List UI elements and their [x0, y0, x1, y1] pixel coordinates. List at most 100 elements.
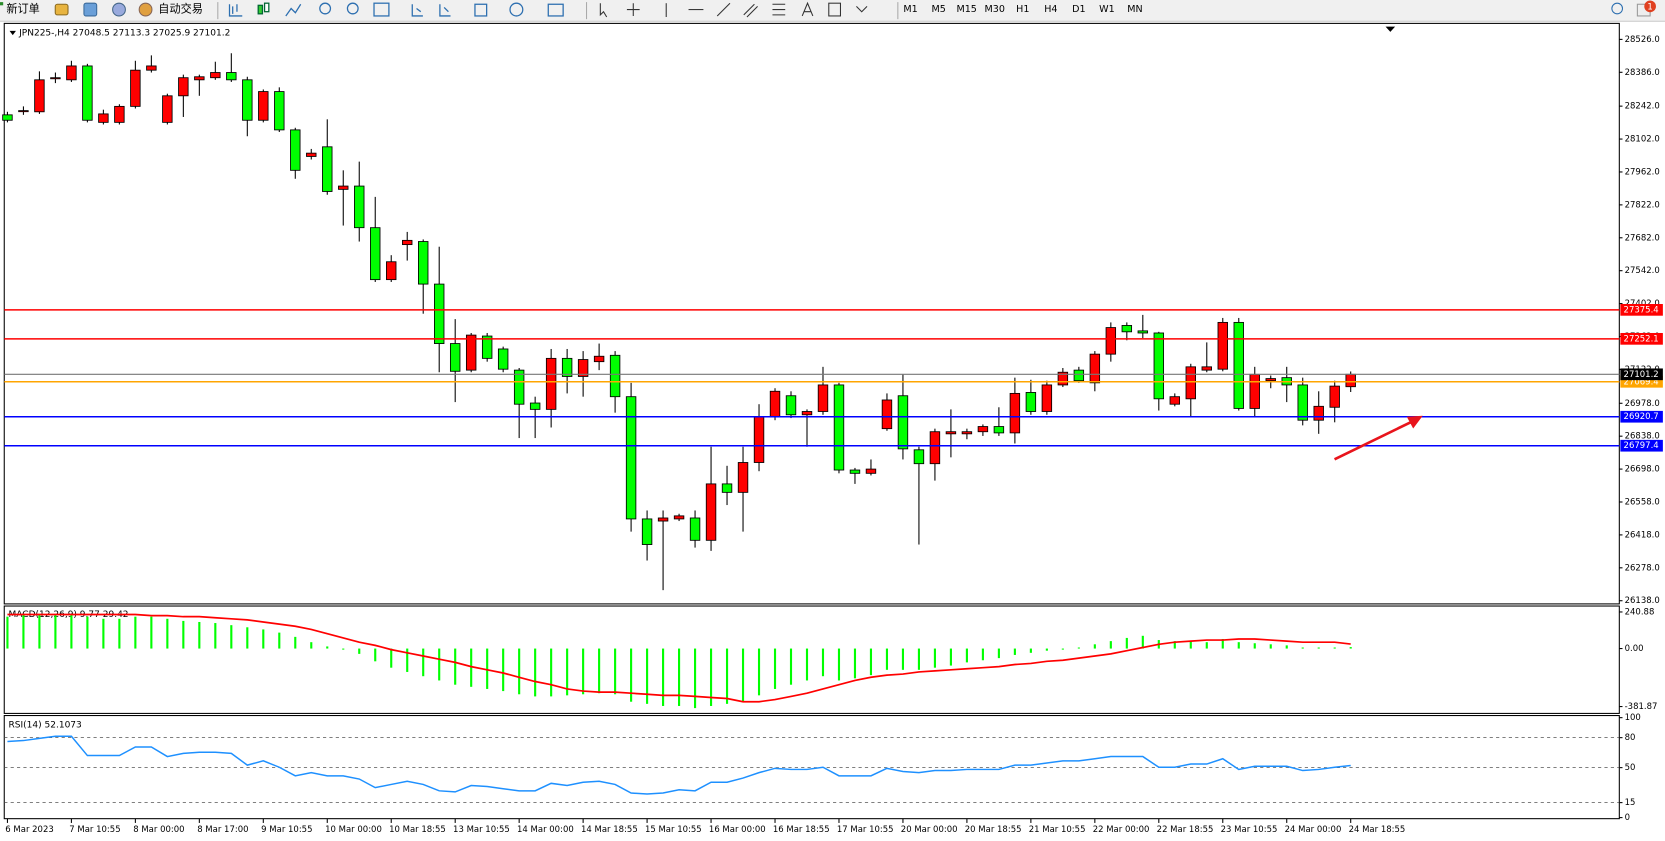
timeframe-button[interactable]: H4	[1044, 4, 1057, 15]
macd-bar	[869, 648, 873, 676]
candle-body	[18, 110, 29, 113]
candle-body	[577, 359, 589, 377]
x-tick-label: 6 Mar 2023	[5, 825, 53, 835]
draw-tools[interactable]	[599, 1, 868, 18]
x-tick-label: 16 Mar 00:00	[709, 825, 766, 835]
candle-body	[162, 95, 173, 123]
macd-bar	[773, 648, 777, 689]
toolbar-icon[interactable]	[83, 2, 98, 17]
autoscroll-icon[interactable]	[411, 4, 423, 17]
timeframe-button[interactable]: M5	[931, 4, 945, 15]
timeframe-button[interactable]: D1	[1072, 4, 1085, 15]
text-tool[interactable]	[801, 1, 814, 17]
line-chart-icon[interactable]	[285, 3, 302, 17]
auto-trading-button[interactable]: 自动交易	[158, 2, 203, 16]
candle-body	[593, 355, 605, 363]
candle-body	[242, 79, 253, 121]
zoom-out-icon[interactable]	[346, 2, 359, 15]
candle-body	[146, 65, 157, 71]
timeframe-button[interactable]: M15	[957, 4, 977, 15]
arrows-tool[interactable]	[856, 6, 868, 13]
candle-body	[402, 239, 413, 246]
macd-bar	[662, 648, 665, 706]
indicators-icon[interactable]	[474, 3, 488, 17]
macd-bar	[1285, 645, 1288, 649]
timeframe-button[interactable]: M30	[985, 4, 1005, 15]
candle-body	[1121, 325, 1133, 333]
y-tick-label: 26698.0	[1625, 465, 1660, 475]
auto-trading-icon[interactable]	[138, 2, 153, 17]
timeframes: M1 M5 M15 M30 H1 H4 D1 W1 MN	[903, 4, 1142, 15]
macd-bar	[1189, 641, 1192, 649]
macd-bar	[949, 648, 952, 666]
bar-chart-icon[interactable]	[228, 4, 243, 17]
price-level-label: 26920.7	[1624, 412, 1659, 422]
x-tick-label: 9 Mar 10:55	[261, 825, 312, 835]
y-tick-label: 15	[1625, 798, 1636, 808]
label-tool[interactable]	[828, 2, 842, 17]
y-tick-label: 26838.0	[1625, 432, 1660, 442]
timeframe-button[interactable]: W1	[1099, 4, 1115, 15]
new-order-button[interactable]: 新订单	[6, 2, 39, 16]
macd-bar	[1237, 642, 1240, 649]
candle-body	[993, 426, 1005, 434]
candle-body	[1345, 373, 1356, 388]
notification-badge[interactable]	[1644, 0, 1656, 13]
macd-bar	[86, 616, 89, 649]
macd-bar	[118, 618, 121, 649]
chart-type-icons[interactable]	[228, 2, 564, 17]
toolbar-icon[interactable]	[112, 2, 126, 17]
candle-body	[721, 483, 733, 493]
rsi-panel	[3, 715, 1620, 820]
shift-icon[interactable]	[439, 4, 451, 17]
arrow-shaft	[1333, 419, 1414, 461]
candle-body	[1313, 405, 1324, 421]
macd-bar	[134, 616, 137, 649]
price-level-box	[1620, 375, 1663, 388]
candle-body	[50, 77, 61, 80]
macd-bar	[166, 618, 169, 649]
candle-body	[210, 72, 221, 79]
candle-body	[274, 91, 285, 131]
zoom-in-icon[interactable]	[319, 2, 332, 15]
macd-signal-line	[7, 613, 1351, 703]
macd-bar	[262, 629, 265, 649]
templates-icon[interactable]	[547, 3, 564, 17]
timeframe-button[interactable]: MN	[1127, 4, 1142, 15]
toolbar-icon[interactable]	[54, 3, 69, 16]
candle-body	[1265, 378, 1276, 382]
candle-body	[306, 152, 317, 157]
fibo-tool[interactable]	[772, 3, 786, 16]
trendline-tool[interactable]	[716, 2, 731, 17]
x-tick-label: 14 Mar 18:55	[581, 825, 638, 835]
macd-bar	[214, 623, 217, 649]
timeframe-button[interactable]: M1	[903, 4, 917, 15]
macd-bar	[102, 618, 105, 649]
macd-bar	[1029, 648, 1032, 653]
candle-body	[418, 241, 429, 285]
macd-bar	[534, 648, 537, 697]
tile-icon[interactable]	[373, 2, 390, 17]
timeframe-button[interactable]: H1	[1016, 4, 1029, 15]
macd-bar	[821, 648, 825, 677]
candle-body	[338, 185, 349, 190]
candle-body	[753, 416, 765, 463]
candle-body	[226, 72, 237, 81]
candle-body	[34, 79, 45, 113]
candle-icon[interactable]	[257, 4, 264, 15]
cursor-tool[interactable]	[599, 3, 608, 18]
price-level-box	[1620, 368, 1663, 381]
search-icon[interactable]	[1611, 2, 1624, 15]
crosshair-tool[interactable]	[626, 3, 640, 16]
y-tick-label: 26978.0	[1625, 399, 1660, 409]
candle-icon[interactable]	[263, 2, 270, 13]
channel-tool[interactable]	[743, 3, 758, 18]
candle-body	[1249, 373, 1260, 409]
plot: 28526.0 28386.0 28242.0 28102.0 27962.0 27822…	[2, 35, 1663, 835]
x-tick-label: 20 Mar 18:55	[965, 825, 1022, 835]
macd-bar	[614, 648, 617, 695]
periods-icon[interactable]	[509, 2, 524, 17]
x-tick-label: 21 Mar 10:55	[1029, 825, 1086, 835]
annotation-arrow	[1333, 415, 1423, 461]
macd-bar	[1045, 648, 1048, 651]
